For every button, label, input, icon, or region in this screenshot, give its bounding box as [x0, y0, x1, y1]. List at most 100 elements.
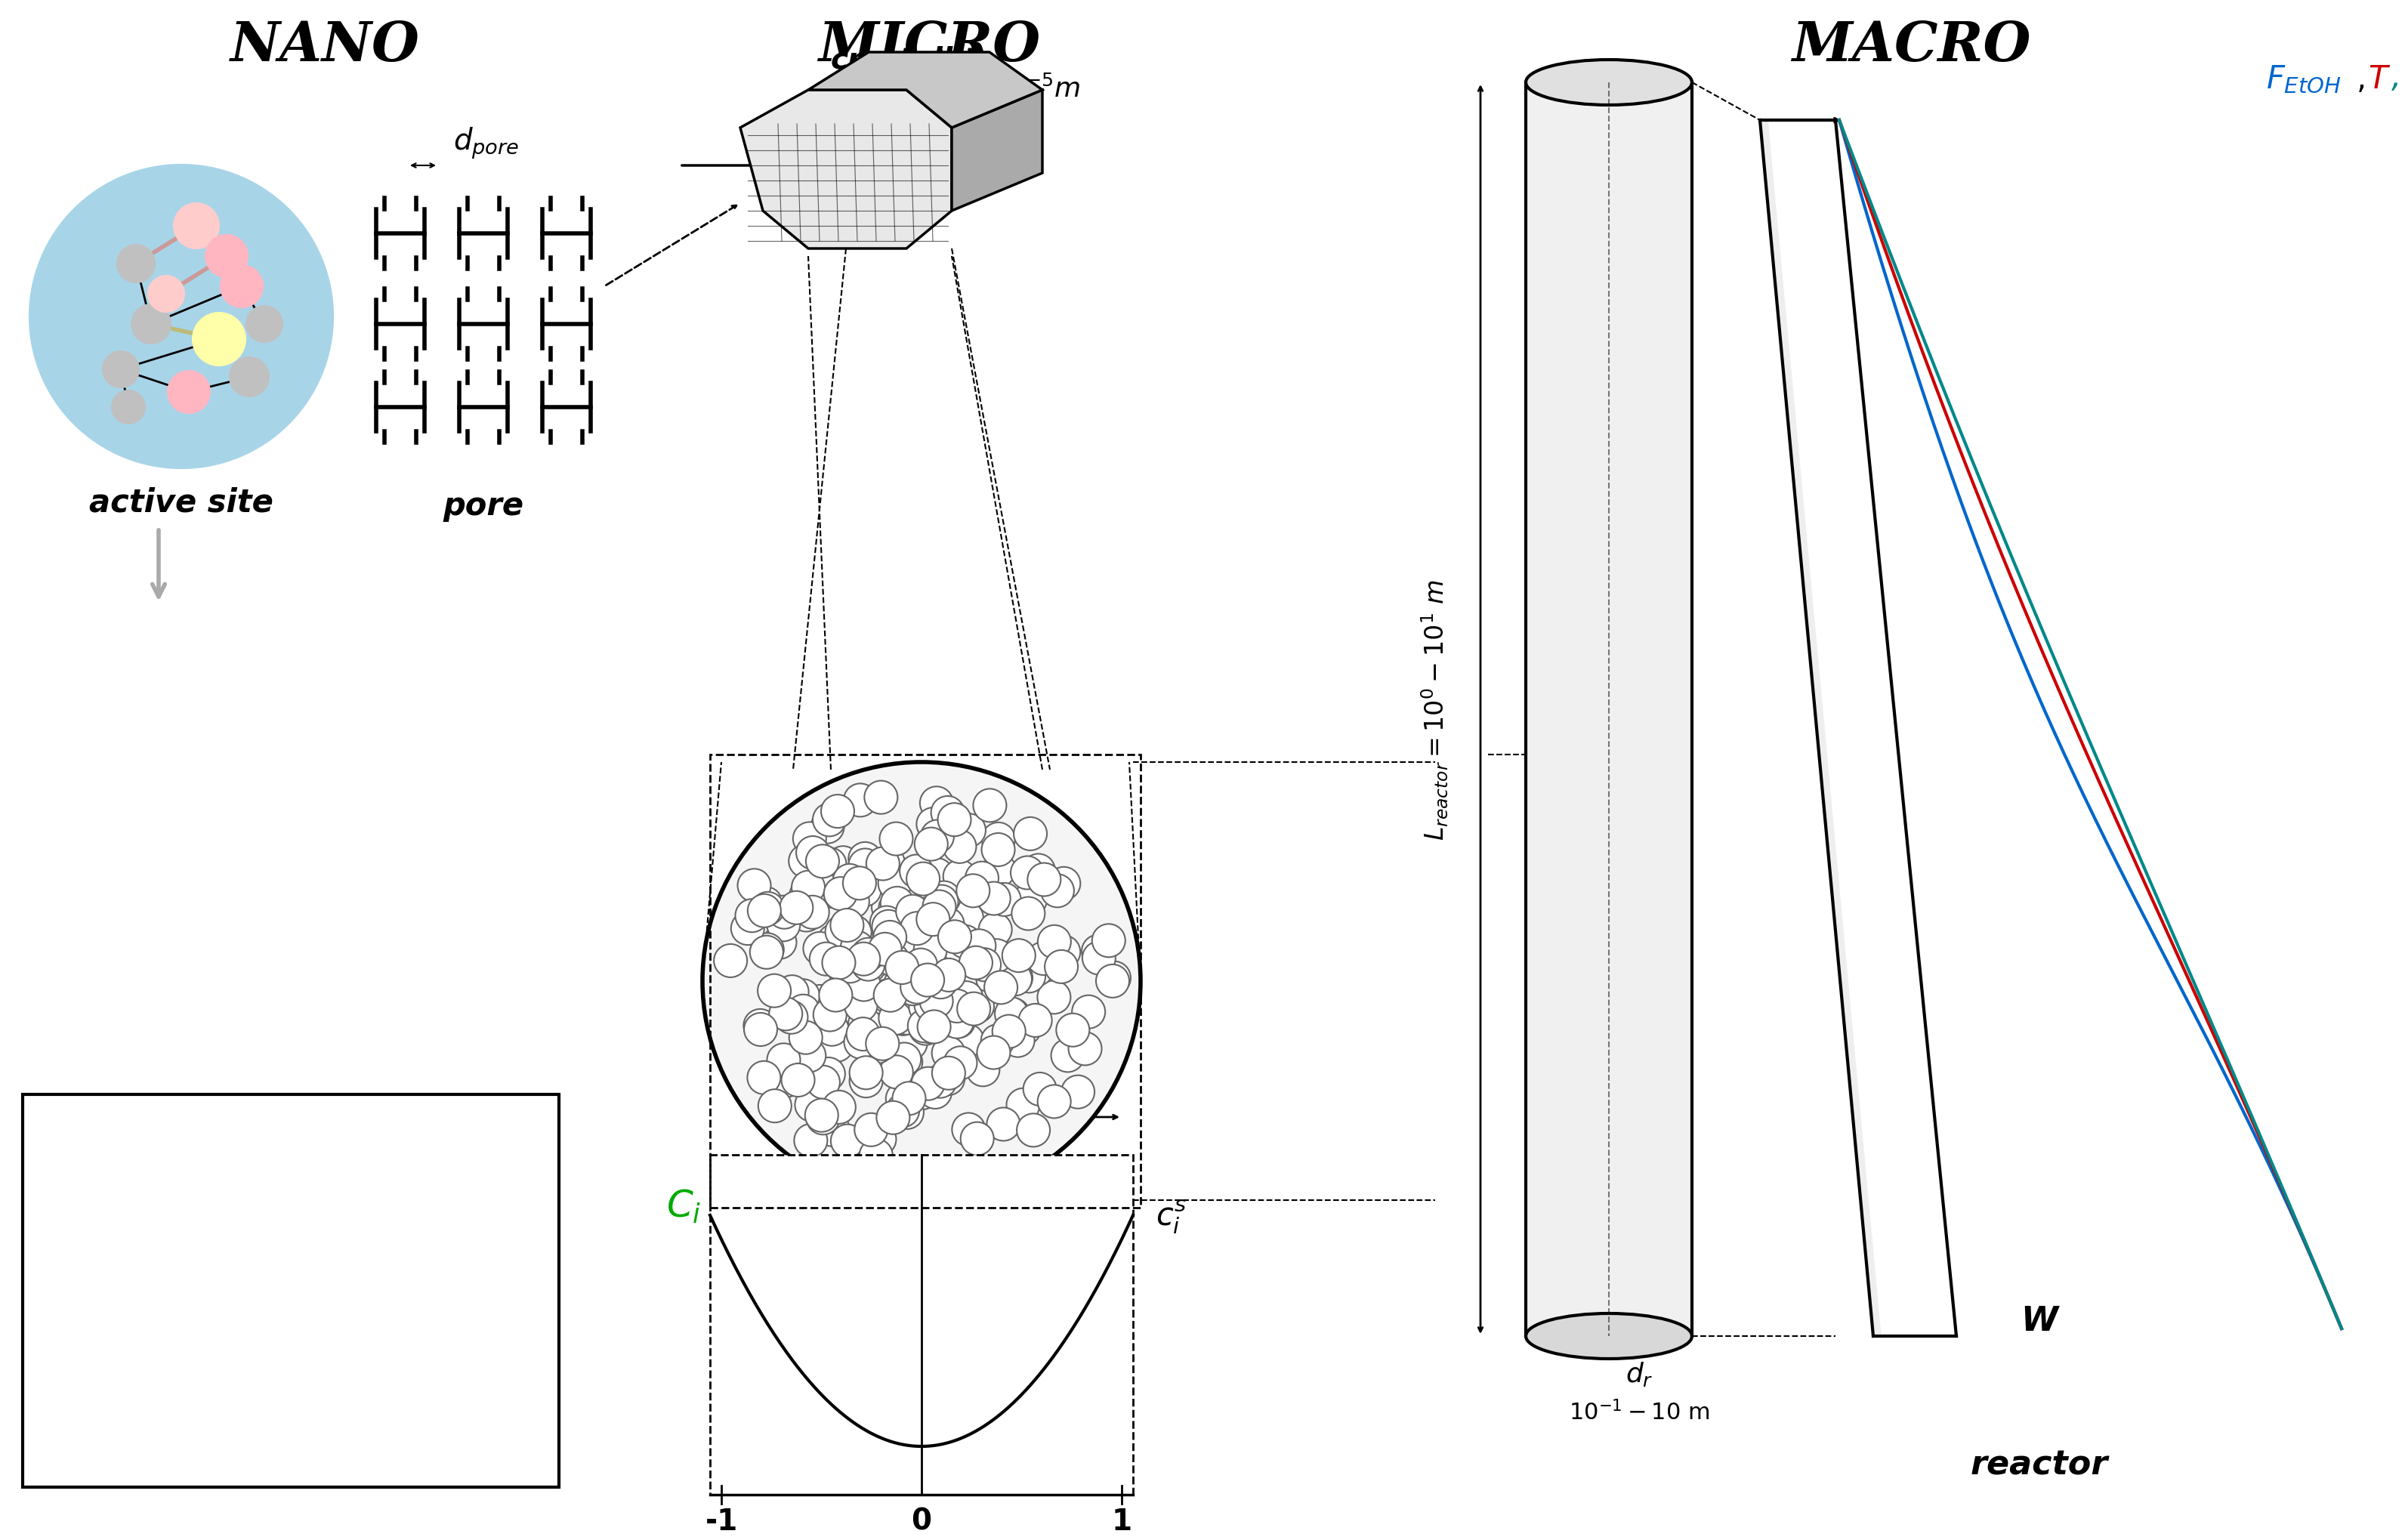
- Circle shape: [890, 1001, 924, 1035]
- Circle shape: [909, 1012, 943, 1046]
- Text: $10^{-1} - 10$ m: $10^{-1} - 10$ m: [1568, 1400, 1710, 1425]
- Circle shape: [1015, 882, 1046, 916]
- Circle shape: [1000, 961, 1032, 995]
- Circle shape: [938, 921, 972, 953]
- Circle shape: [871, 892, 904, 924]
- Circle shape: [926, 995, 960, 1029]
- Circle shape: [1056, 1013, 1089, 1047]
- Circle shape: [902, 996, 936, 1029]
- Circle shape: [813, 849, 847, 881]
- Circle shape: [914, 989, 948, 1021]
- Circle shape: [770, 1064, 801, 1098]
- Circle shape: [204, 236, 248, 277]
- Circle shape: [786, 995, 820, 1027]
- Circle shape: [921, 973, 955, 1007]
- Circle shape: [981, 833, 1015, 867]
- Circle shape: [854, 1113, 887, 1146]
- Circle shape: [847, 1018, 880, 1050]
- Circle shape: [832, 864, 866, 898]
- Circle shape: [823, 947, 856, 979]
- Circle shape: [890, 981, 921, 1013]
- Circle shape: [907, 862, 940, 896]
- Circle shape: [830, 1124, 863, 1158]
- Circle shape: [770, 998, 803, 1030]
- Circle shape: [976, 918, 1008, 952]
- Circle shape: [979, 913, 1013, 947]
- Circle shape: [885, 1093, 919, 1127]
- Circle shape: [892, 969, 926, 1001]
- Circle shape: [875, 935, 909, 969]
- Circle shape: [981, 853, 1015, 887]
- Circle shape: [904, 975, 938, 1007]
- Circle shape: [885, 952, 919, 984]
- Circle shape: [899, 970, 933, 1004]
- Polygon shape: [808, 52, 1041, 128]
- Circle shape: [1046, 936, 1080, 969]
- Circle shape: [851, 1150, 885, 1184]
- Circle shape: [931, 909, 964, 941]
- Circle shape: [979, 939, 1013, 973]
- Circle shape: [986, 1107, 1020, 1141]
- Text: $C_i$: $C_i$: [666, 1187, 702, 1224]
- Circle shape: [909, 990, 943, 1024]
- Ellipse shape: [1525, 60, 1693, 106]
- Circle shape: [892, 1083, 926, 1115]
- Circle shape: [880, 887, 914, 921]
- Circle shape: [1073, 995, 1106, 1029]
- Circle shape: [885, 967, 916, 1001]
- Circle shape: [847, 942, 880, 976]
- Circle shape: [245, 306, 281, 343]
- Circle shape: [981, 1024, 1015, 1058]
- Circle shape: [851, 938, 883, 970]
- Circle shape: [899, 973, 933, 1006]
- Circle shape: [919, 1075, 952, 1109]
- Circle shape: [883, 961, 914, 993]
- Circle shape: [909, 898, 943, 932]
- Circle shape: [871, 906, 904, 939]
- Circle shape: [926, 886, 957, 918]
- Circle shape: [878, 902, 909, 935]
- Circle shape: [931, 1063, 964, 1095]
- Circle shape: [957, 992, 991, 1026]
- Circle shape: [803, 932, 837, 966]
- Circle shape: [830, 909, 863, 942]
- Circle shape: [914, 933, 948, 967]
- Circle shape: [758, 1089, 791, 1123]
- Circle shape: [943, 859, 976, 893]
- Circle shape: [1020, 953, 1053, 986]
- Circle shape: [758, 975, 791, 1007]
- Circle shape: [815, 1013, 849, 1046]
- Circle shape: [871, 979, 904, 1013]
- Bar: [709, 1155, 1133, 1495]
- Circle shape: [842, 867, 875, 899]
- Circle shape: [849, 1056, 883, 1089]
- Circle shape: [813, 1058, 844, 1090]
- Circle shape: [931, 1036, 964, 1070]
- Circle shape: [895, 961, 928, 993]
- Circle shape: [907, 1010, 940, 1043]
- Circle shape: [803, 986, 837, 1018]
- Circle shape: [774, 975, 808, 1009]
- Circle shape: [820, 979, 851, 1012]
- Text: MACRO: MACRO: [1792, 18, 2030, 72]
- Circle shape: [149, 276, 185, 313]
- Text: , $p_t$: , $p_t$: [2391, 63, 2405, 95]
- Circle shape: [902, 969, 936, 1001]
- Circle shape: [851, 947, 885, 981]
- Circle shape: [907, 967, 940, 999]
- Circle shape: [835, 990, 866, 1024]
- Circle shape: [880, 1055, 914, 1089]
- Circle shape: [832, 950, 866, 983]
- Circle shape: [192, 313, 245, 367]
- Circle shape: [762, 926, 796, 959]
- Circle shape: [981, 822, 1015, 856]
- Circle shape: [743, 1013, 777, 1046]
- Circle shape: [880, 822, 914, 856]
- Polygon shape: [741, 91, 952, 249]
- Circle shape: [1046, 867, 1080, 901]
- Circle shape: [904, 1076, 938, 1110]
- Circle shape: [849, 842, 883, 876]
- Circle shape: [738, 869, 772, 902]
- Circle shape: [940, 990, 974, 1023]
- Circle shape: [964, 862, 998, 895]
